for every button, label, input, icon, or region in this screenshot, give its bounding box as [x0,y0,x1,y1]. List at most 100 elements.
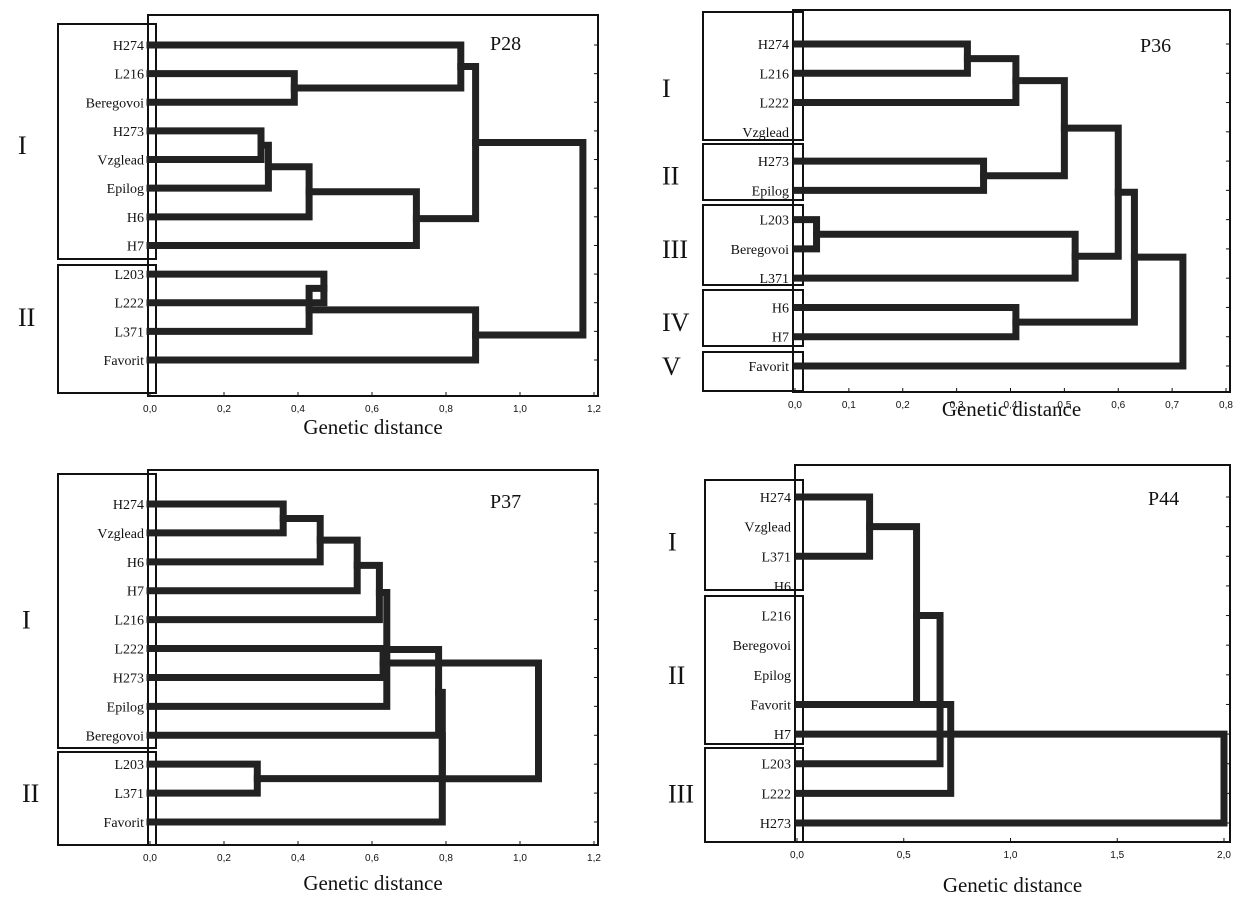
x-tick-label: 0,4 [1004,400,1018,411]
leaf-label: Beregovoi [86,96,144,111]
cluster-box [702,351,804,392]
x-tick-label: 0,7 [1165,400,1179,411]
dendrogram-branch [472,139,587,339]
panel-title: P28 [490,33,521,55]
x-tick-label: 0,0 [790,850,804,861]
dendrogram-branch [146,141,272,192]
x-tick-label: 0,5 [897,850,911,861]
leaf-label: Beregovoi [86,729,144,744]
cluster-label: II [662,162,679,191]
dendrogram-branch [793,157,988,194]
dendrogram-branch [795,612,944,768]
dendrogram-branch [146,284,328,335]
leaf-label: Vzglead [97,154,144,169]
leaf-label: H7 [772,331,789,346]
leaf-label: Vzglead [97,527,144,542]
leaf-label: H274 [113,498,144,513]
dendrogram-branch [146,41,465,92]
leaf-label: L216 [761,610,791,625]
dendrogram-branch [146,645,387,681]
cluster-label: V [662,352,681,381]
leaf-label: H7 [127,585,144,600]
cluster-label: II [18,303,35,332]
leaf-label: Favorit [749,360,790,375]
x-tick-label: 0,3 [950,400,964,411]
leaf-label: L371 [114,325,144,340]
leaf-label: Beregovoi [731,243,789,258]
x-tick-label: 0,0 [143,853,157,864]
cluster-box [702,143,804,201]
cluster-label: II [22,779,39,808]
x-tick-label: 1,0 [513,404,527,415]
dendrogram-branch [146,70,298,106]
x-tick-label: 0,8 [439,853,453,864]
x-tick-label: 0,0 [143,404,157,415]
leaf-label: L203 [114,758,144,773]
dendrogram-branch [793,230,1079,282]
dendrogram-branch [146,536,361,595]
dendrogram-branch [793,40,971,77]
x-tick-label: 1,0 [1004,850,1018,861]
dendrogram-branch [795,700,955,797]
leaf-label: Favorit [104,816,145,831]
dendrogram-branch [793,253,1187,370]
cluster-box [704,595,804,745]
leaf-label: Epilog [752,184,789,199]
x-axis-label: Genetic distance [943,873,1082,897]
leaf-label: H273 [758,155,789,170]
dendrogram-branch [146,514,324,566]
leaf-label: L203 [759,214,789,229]
leaf-label: H6 [772,301,789,316]
leaf-label: H6 [774,580,791,595]
leaf-label: H6 [127,556,144,571]
leaf-label: H273 [113,125,144,140]
cluster-label: I [22,606,31,635]
dendrogram-branch [980,77,1068,180]
leaf-label: H273 [760,817,791,832]
leaf-label: H6 [127,211,144,226]
cluster-box [702,289,804,347]
leaf-label: L216 [114,68,144,83]
x-tick-label: 1,5 [1110,850,1124,861]
panel-title: P36 [1140,35,1171,57]
x-axis-label: Genetic distance [942,397,1081,421]
leaf-label: Epilog [107,182,144,197]
leaf-label: Vzglead [742,126,789,141]
x-tick-label: 0,1 [842,400,856,411]
leaf-label: H7 [127,239,144,254]
leaf-label: Epilog [754,669,791,684]
dendrogram-branch [146,306,480,364]
x-tick-label: 0,6 [1111,400,1125,411]
x-tick-label: 0,8 [439,404,453,415]
x-tick-label: 0,2 [896,400,910,411]
cluster-box [702,204,804,286]
dendrogram-branch [146,500,287,537]
leaf-label: Vzglead [744,521,791,536]
x-tick-label: 0,6 [365,853,379,864]
leaf-label: L216 [114,614,144,629]
x-tick-label: 0,8 [1219,400,1233,411]
leaf-label: H274 [113,39,144,54]
dendrogram-branch [795,493,874,560]
leaf-label: H274 [758,38,789,53]
leaf-label: L222 [114,297,144,312]
cluster-box [57,473,157,749]
leaf-label: L222 [759,97,789,112]
cluster-box [704,479,804,591]
x-tick-label: 0,6 [365,404,379,415]
cluster-label: I [668,527,677,556]
leaf-label: Favorit [104,354,145,369]
x-tick-label: 1,2 [587,404,601,415]
x-tick-label: 0,4 [291,404,305,415]
leaf-label: Epilog [107,700,144,715]
x-axis-label: Genetic distance [303,871,442,895]
panel-title: P37 [490,491,521,513]
plot-frame [794,464,1231,843]
cluster-box [57,23,157,260]
x-tick-label: 1,0 [513,853,527,864]
leaf-label: Favorit [751,698,792,713]
